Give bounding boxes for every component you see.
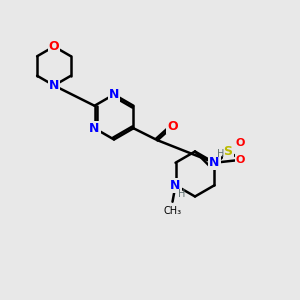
Text: O: O (167, 120, 178, 133)
Text: N: N (49, 79, 59, 92)
Text: O: O (236, 155, 245, 165)
Text: H: H (178, 189, 186, 199)
Text: N: N (209, 156, 220, 169)
Text: S: S (224, 145, 232, 158)
Text: N: N (109, 88, 119, 101)
Text: N: N (89, 122, 100, 135)
Text: N: N (170, 179, 181, 192)
Text: O: O (49, 40, 59, 53)
Text: CH₃: CH₃ (164, 206, 181, 216)
Text: H: H (218, 149, 225, 159)
Text: O: O (236, 138, 245, 148)
